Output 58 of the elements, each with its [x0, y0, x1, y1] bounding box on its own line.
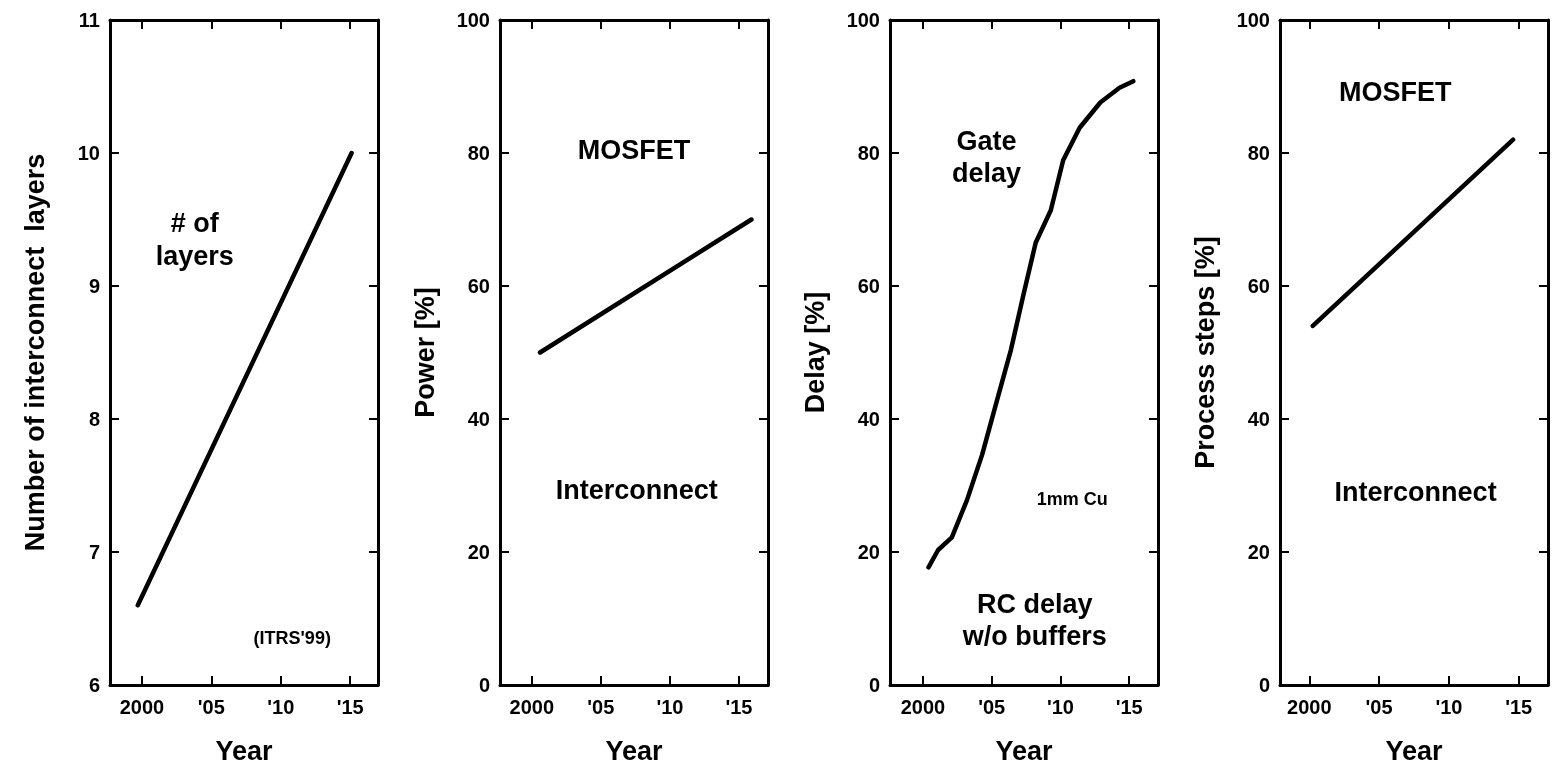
- x-tick-label: 2000: [119, 696, 165, 718]
- y-tick-label: 20: [467, 541, 490, 563]
- y-tick-label: 20: [1247, 541, 1270, 563]
- x-axis-title: Year: [605, 735, 664, 766]
- y-tick-label: 60: [857, 275, 880, 297]
- y-tick-label: 40: [1247, 408, 1270, 430]
- y-tick-label: 6: [88, 674, 100, 696]
- y-tick-label: 80: [1247, 142, 1270, 164]
- y-axis-title: Power [%]: [409, 287, 440, 418]
- x-tick-label: 2000: [900, 696, 946, 718]
- y-axis-title: Delay [%]: [799, 291, 830, 414]
- x-axis-title: Year: [215, 735, 274, 766]
- annotation: RC delay w/o buffers: [961, 588, 1107, 652]
- x-tick-label: '10: [1435, 696, 1463, 718]
- y-tick-label: 20: [857, 541, 880, 563]
- annotation: (ITRS'99): [253, 628, 331, 649]
- x-tick-label: '10: [1046, 696, 1074, 718]
- x-tick-label: '15: [1115, 696, 1143, 718]
- y-tick-label: 0: [868, 674, 880, 696]
- y-tick-label: 8: [88, 408, 100, 430]
- y-tick-label: 80: [857, 142, 880, 164]
- x-tick-label: '05: [978, 696, 1006, 718]
- y-tick-label: 7: [88, 541, 100, 563]
- y-tick-label: 100: [846, 9, 880, 31]
- y-tick-label: 10: [77, 142, 100, 164]
- x-tick-label: 2000: [509, 696, 555, 718]
- y-tick-label: 40: [857, 408, 880, 430]
- x-tick-label: '15: [336, 696, 364, 718]
- y-tick-label: 100: [456, 9, 490, 31]
- y-tick-label: 60: [467, 275, 490, 297]
- x-tick-label: '05: [587, 696, 615, 718]
- annotation: # of layers: [155, 208, 234, 271]
- y-tick-label: 9: [88, 275, 100, 297]
- x-tick-label: '10: [656, 696, 684, 718]
- y-tick-label: 0: [1258, 674, 1270, 696]
- x-tick-label: '05: [1365, 696, 1393, 718]
- y-tick-label: 60: [1247, 275, 1270, 297]
- annotation: Gate delay: [951, 125, 1021, 189]
- annotation: 1mm Cu: [1036, 488, 1108, 509]
- y-tick-label: 0: [478, 674, 490, 696]
- x-tick-label: 2000: [1287, 696, 1332, 718]
- y-tick-label: 40: [467, 408, 490, 430]
- annotation: Interconnect: [555, 475, 718, 506]
- y-tick-label: 100: [1236, 9, 1270, 31]
- y-tick-label: 80: [467, 142, 490, 164]
- annotation: Interconnect: [1334, 477, 1497, 508]
- x-tick-label: '10: [267, 696, 295, 718]
- y-axis-title: Number of interconnect layers: [19, 153, 50, 552]
- y-tick-label: 11: [78, 9, 100, 31]
- x-tick-label: '15: [1505, 696, 1533, 718]
- annotation: MOSFET: [577, 135, 691, 166]
- line-series: [926, 78, 1136, 570]
- x-tick-label: '15: [725, 696, 753, 718]
- y-axis-title: Process steps [%]: [1189, 236, 1220, 469]
- x-axis-title: Year: [995, 735, 1054, 766]
- x-tick-label: '05: [197, 696, 225, 718]
- x-axis-title: Year: [1385, 735, 1444, 766]
- annotation: MOSFET: [1338, 76, 1452, 107]
